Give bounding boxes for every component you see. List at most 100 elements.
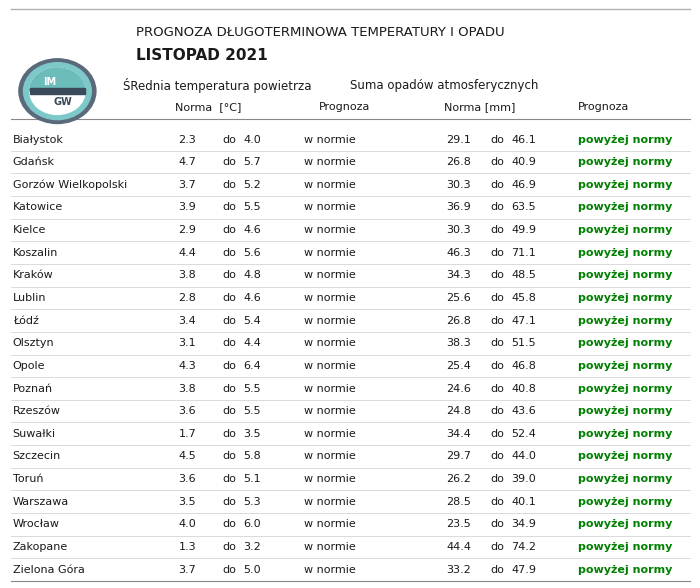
Text: do: do bbox=[490, 383, 504, 393]
Text: 30.3: 30.3 bbox=[447, 225, 471, 235]
Text: do: do bbox=[490, 202, 504, 212]
Text: GW: GW bbox=[54, 98, 73, 108]
Text: do: do bbox=[490, 542, 504, 552]
Text: do: do bbox=[223, 406, 237, 416]
Text: 5.8: 5.8 bbox=[244, 452, 261, 462]
Text: w normie: w normie bbox=[304, 225, 356, 235]
Text: do: do bbox=[223, 361, 237, 371]
Text: 3.4: 3.4 bbox=[178, 316, 196, 326]
Text: w normie: w normie bbox=[304, 316, 356, 326]
Text: powyżej normy: powyżej normy bbox=[578, 157, 672, 167]
Text: do: do bbox=[223, 474, 237, 484]
Text: 3.2: 3.2 bbox=[244, 542, 261, 552]
Text: w normie: w normie bbox=[304, 383, 356, 393]
Text: 34.3: 34.3 bbox=[447, 270, 471, 280]
Text: powyżej normy: powyżej normy bbox=[578, 406, 672, 416]
Text: LISTOPAD 2021: LISTOPAD 2021 bbox=[136, 48, 268, 64]
Text: do: do bbox=[490, 519, 504, 529]
Text: powyżej normy: powyżej normy bbox=[578, 202, 672, 212]
Text: w normie: w normie bbox=[304, 542, 356, 552]
Text: 3.7: 3.7 bbox=[178, 180, 196, 190]
Text: 5.5: 5.5 bbox=[244, 406, 261, 416]
Text: w normie: w normie bbox=[304, 248, 356, 258]
Text: w normie: w normie bbox=[304, 338, 356, 348]
Text: do: do bbox=[223, 316, 237, 326]
Text: powyżej normy: powyżej normy bbox=[578, 248, 672, 258]
Text: powyżej normy: powyżej normy bbox=[578, 383, 672, 393]
Text: powyżej normy: powyżej normy bbox=[578, 270, 672, 280]
Text: Opole: Opole bbox=[13, 361, 45, 371]
Text: Zakopane: Zakopane bbox=[13, 542, 68, 552]
Text: 1.7: 1.7 bbox=[178, 429, 196, 439]
Text: 3.5: 3.5 bbox=[244, 429, 261, 439]
Text: powyżej normy: powyżej normy bbox=[578, 542, 672, 552]
Text: powyżej normy: powyżej normy bbox=[578, 519, 672, 529]
Text: 25.6: 25.6 bbox=[447, 293, 471, 303]
Text: do: do bbox=[490, 270, 504, 280]
Text: w normie: w normie bbox=[304, 361, 356, 371]
Text: 46.3: 46.3 bbox=[447, 248, 471, 258]
Text: 5.6: 5.6 bbox=[244, 248, 261, 258]
Text: Toruń: Toruń bbox=[13, 474, 43, 484]
Text: powyżej normy: powyżej normy bbox=[578, 361, 672, 371]
Text: w normie: w normie bbox=[304, 497, 356, 507]
Text: 4.0: 4.0 bbox=[178, 519, 196, 529]
Text: powyżej normy: powyżej normy bbox=[578, 135, 672, 145]
Text: Kielce: Kielce bbox=[13, 225, 46, 235]
Text: 4.8: 4.8 bbox=[244, 270, 262, 280]
Text: do: do bbox=[490, 452, 504, 462]
Text: powyżej normy: powyżej normy bbox=[578, 180, 672, 190]
Text: Prognoza: Prognoza bbox=[318, 102, 370, 112]
Text: Łódź: Łódź bbox=[13, 316, 38, 326]
Text: w normie: w normie bbox=[304, 564, 356, 574]
Text: 34.9: 34.9 bbox=[511, 519, 536, 529]
Text: w normie: w normie bbox=[304, 270, 356, 280]
Text: 24.8: 24.8 bbox=[447, 406, 472, 416]
Text: 47.9: 47.9 bbox=[511, 564, 536, 574]
Text: 52.4: 52.4 bbox=[511, 429, 536, 439]
Text: w normie: w normie bbox=[304, 474, 356, 484]
Text: 4.4: 4.4 bbox=[244, 338, 262, 348]
Text: powyżej normy: powyżej normy bbox=[578, 338, 672, 348]
Text: 24.6: 24.6 bbox=[447, 383, 472, 393]
Text: do: do bbox=[490, 474, 504, 484]
Text: do: do bbox=[223, 202, 237, 212]
Text: w normie: w normie bbox=[304, 180, 356, 190]
Text: do: do bbox=[223, 270, 237, 280]
Text: Suwałki: Suwałki bbox=[13, 429, 56, 439]
Text: powyżej normy: powyżej normy bbox=[578, 452, 672, 462]
Text: do: do bbox=[490, 497, 504, 507]
Text: 29.1: 29.1 bbox=[447, 135, 472, 145]
Text: 71.1: 71.1 bbox=[511, 248, 536, 258]
Text: Gdańsk: Gdańsk bbox=[13, 157, 55, 167]
Text: Rzeszów: Rzeszów bbox=[13, 406, 61, 416]
Text: 48.5: 48.5 bbox=[511, 270, 536, 280]
Text: do: do bbox=[490, 248, 504, 258]
Text: do: do bbox=[223, 497, 237, 507]
Text: Białystok: Białystok bbox=[13, 135, 64, 145]
Text: do: do bbox=[490, 180, 504, 190]
Text: 5.5: 5.5 bbox=[244, 383, 261, 393]
Text: 46.9: 46.9 bbox=[511, 180, 536, 190]
Text: 3.6: 3.6 bbox=[178, 406, 196, 416]
Text: do: do bbox=[490, 406, 504, 416]
Text: 5.3: 5.3 bbox=[244, 497, 261, 507]
Text: Norma  [°C]: Norma [°C] bbox=[175, 102, 242, 112]
Text: powyżej normy: powyżej normy bbox=[578, 293, 672, 303]
Text: 3.1: 3.1 bbox=[178, 338, 196, 348]
Text: 5.4: 5.4 bbox=[244, 316, 261, 326]
Text: 74.2: 74.2 bbox=[511, 542, 536, 552]
Text: do: do bbox=[490, 293, 504, 303]
Text: 44.4: 44.4 bbox=[447, 542, 472, 552]
Text: do: do bbox=[490, 338, 504, 348]
Text: 51.5: 51.5 bbox=[511, 338, 536, 348]
Text: 4.4: 4.4 bbox=[178, 248, 197, 258]
Text: Zielona Góra: Zielona Góra bbox=[13, 564, 85, 574]
Text: 2.8: 2.8 bbox=[178, 293, 197, 303]
Text: do: do bbox=[223, 542, 237, 552]
Text: Suma opadów atmosferycznych: Suma opadów atmosferycznych bbox=[350, 79, 539, 92]
Text: do: do bbox=[223, 338, 237, 348]
Wedge shape bbox=[29, 68, 85, 91]
Text: 30.3: 30.3 bbox=[447, 180, 471, 190]
Text: powyżej normy: powyżej normy bbox=[578, 429, 672, 439]
